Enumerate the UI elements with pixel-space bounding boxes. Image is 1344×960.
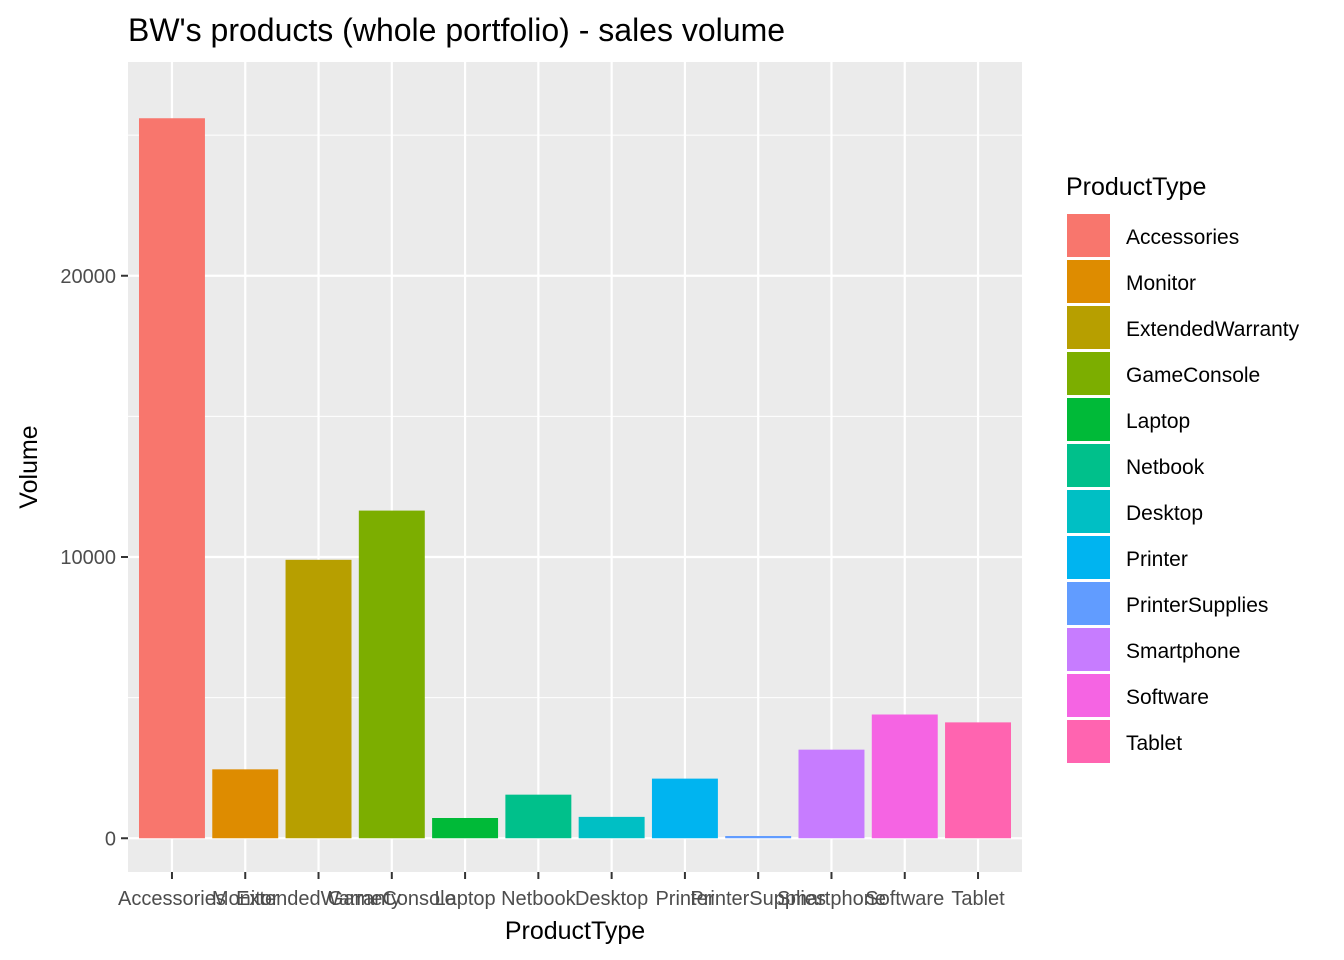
legend-title: ProductType [1066, 173, 1206, 201]
legend-label: Netbook [1126, 456, 1205, 479]
chart-title: BW's products (whole portfolio) - sales … [128, 12, 785, 48]
x-tick-label: Monitor [212, 888, 279, 910]
x-tick-label: Printer [655, 888, 714, 910]
legend-label: ExtendedWarranty [1126, 318, 1300, 341]
legend-key [1067, 398, 1110, 441]
x-tick-label: Accessories [118, 888, 226, 910]
legend-label: Software [1126, 686, 1209, 709]
x-tick-label: Software [865, 888, 944, 910]
bar-gameconsole [358, 510, 425, 839]
bar-software [871, 714, 938, 839]
y-tick-label: 10000 [60, 547, 116, 569]
legend-label: Monitor [1126, 272, 1196, 295]
x-axis: AccessoriesMonitorExtendedWarrantyGameCo… [118, 872, 1005, 910]
legend-key [1067, 720, 1110, 763]
legend-key [1067, 674, 1110, 717]
plot-panel [128, 62, 1022, 872]
x-axis-title: ProductType [505, 917, 645, 945]
legend-key [1067, 352, 1110, 395]
x-tick-label: Laptop [434, 888, 495, 910]
bar-tablet [945, 722, 1012, 839]
x-tick-label: GameConsole [328, 888, 456, 910]
bar-laptop [432, 818, 499, 839]
x-tick-label: Smartphone [777, 888, 886, 910]
x-tick-label: Netbook [501, 888, 576, 910]
legend-label: PrinterSupplies [1126, 594, 1268, 617]
bar-netbook [505, 794, 572, 839]
legend-key [1067, 628, 1110, 671]
y-tick-label: 20000 [60, 266, 116, 288]
legend-label: Laptop [1126, 410, 1190, 433]
legend: ProductType Accessories Monitor ExtendedWa… [1066, 173, 1300, 763]
legend-key [1067, 260, 1110, 303]
legend-key [1067, 490, 1110, 533]
bar-printer [651, 778, 718, 839]
legend-label: GameConsole [1126, 364, 1260, 387]
legend-key [1067, 306, 1110, 349]
y-axis: 0 10000 20000 [60, 266, 128, 850]
legend-label: Printer [1126, 548, 1188, 571]
legend-key [1067, 444, 1110, 487]
bar-smartphone [798, 749, 865, 839]
bar-printersupplies [725, 836, 792, 839]
legend-key [1067, 582, 1110, 625]
x-tick-label: ExtendedWarranty [236, 888, 401, 910]
bar-extendedwarranty [285, 559, 352, 839]
y-tick-label: 0 [105, 828, 116, 850]
legend-label: Desktop [1126, 502, 1203, 525]
y-axis-title: Volume [15, 425, 43, 508]
legend-label: Tablet [1126, 732, 1182, 755]
legend-key [1067, 214, 1110, 257]
x-tick-label: Desktop [575, 888, 648, 910]
legend-label: Accessories [1126, 226, 1239, 249]
x-tick-label: Tablet [951, 888, 1005, 910]
bar-monitor [212, 769, 279, 839]
legend-label: Smartphone [1126, 640, 1240, 663]
bar-desktop [578, 816, 645, 839]
bar-accessories [138, 118, 205, 839]
x-tick-label: PrinterSupplies [690, 888, 826, 910]
legend-key [1067, 536, 1110, 579]
